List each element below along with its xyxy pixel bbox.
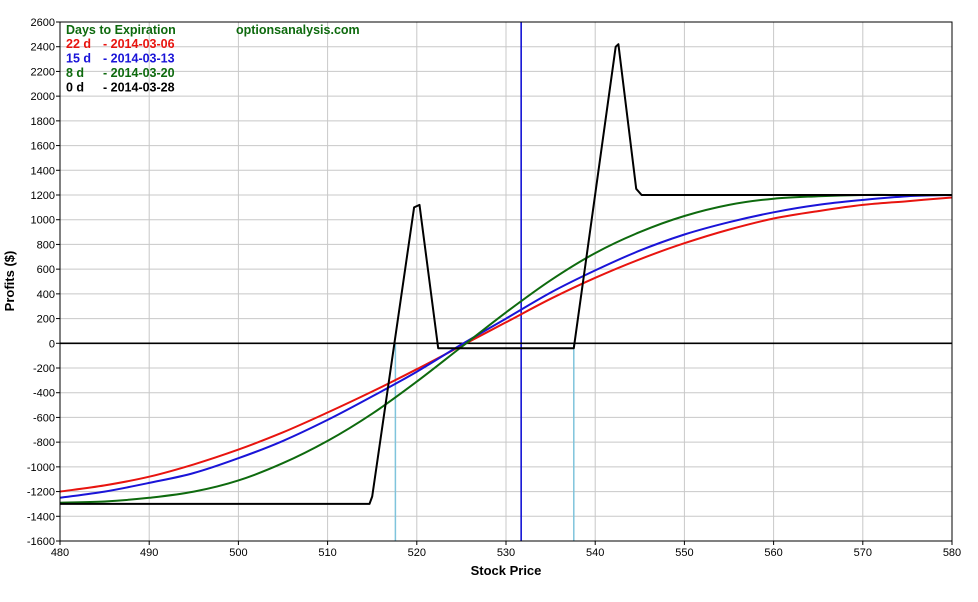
x-tick-label: 510 <box>318 547 336 559</box>
x-axis-ticks: 480 490 500 510 520 530 540 550 560 570 580 <box>51 541 961 559</box>
legend-date: - 2014-03-13 <box>103 52 175 66</box>
x-tick-label: 480 <box>51 547 69 559</box>
x-tick-label: 520 <box>408 547 426 559</box>
series-line-22d <box>59 196 953 493</box>
x-tick-label: 540 <box>586 547 604 559</box>
y-tick-label: 1200 <box>31 190 55 202</box>
x-tick-label: 530 <box>497 547 515 559</box>
series-line-15d <box>59 194 953 499</box>
y-tick-label: 2000 <box>31 91 55 103</box>
y-tick-label: 1400 <box>31 165 55 177</box>
y-tick-label: 2600 <box>31 17 55 29</box>
legend-entries: 22 d - 2014-03-06 15 d - 2014-03-13 8 d - 201… <box>66 37 175 95</box>
y-tick-label: -1600 <box>27 536 55 548</box>
x-tick-label: 490 <box>140 547 158 559</box>
reference-lines <box>60 22 952 541</box>
legend-date: - 2014-03-20 <box>103 66 175 80</box>
y-tick-label: -600 <box>33 412 55 424</box>
y-axis-title: Profits ($) <box>2 251 17 312</box>
x-tick-label: 570 <box>854 547 872 559</box>
legend-days: 15 d <box>66 52 91 66</box>
series-line-8d <box>59 193 952 504</box>
y-tick-label: 400 <box>37 289 55 301</box>
y-tick-label: -1400 <box>27 511 55 523</box>
y-tick-label: 1000 <box>31 215 55 227</box>
x-tick-label: 580 <box>943 547 961 559</box>
y-tick-label: 2200 <box>31 66 55 78</box>
y-tick-label: -1000 <box>27 462 55 474</box>
y-tick-label: 600 <box>37 264 55 276</box>
series-lines <box>59 43 953 505</box>
y-tick-label: 800 <box>37 239 55 251</box>
watermark-text: optionsanalysis.com <box>236 23 360 37</box>
series-line-0d <box>60 43 952 505</box>
legend-days: 8 d <box>66 66 84 80</box>
y-tick-label: 0 <box>49 338 55 350</box>
x-axis-title: Stock Price <box>471 563 542 578</box>
legend-days: 22 d <box>66 37 91 51</box>
y-axis-ticks: -1600 -1400 -1200 -1000 -800 -600 -400 -200 0 200… <box>27 17 60 548</box>
y-tick-label: 1800 <box>31 116 55 128</box>
y-tick-label: -1200 <box>27 487 55 499</box>
legend-days: 0 d <box>66 81 84 95</box>
legend-date: - 2014-03-06 <box>103 37 175 51</box>
legend-date: - 2014-03-28 <box>103 81 175 95</box>
x-tick-label: 550 <box>675 547 693 559</box>
y-tick-label: -800 <box>33 437 55 449</box>
y-tick-label: 1600 <box>31 141 55 153</box>
y-tick-label: -200 <box>33 363 55 375</box>
y-tick-label: 2400 <box>31 42 55 54</box>
legend: Days to Expiration optionsanalysis.com 2… <box>66 23 360 95</box>
legend-title: Days to Expiration <box>66 23 176 37</box>
x-tick-label: 560 <box>764 547 782 559</box>
y-tick-label: 200 <box>37 314 55 326</box>
x-tick-label: 500 <box>229 547 247 559</box>
y-tick-label: -400 <box>33 388 55 400</box>
